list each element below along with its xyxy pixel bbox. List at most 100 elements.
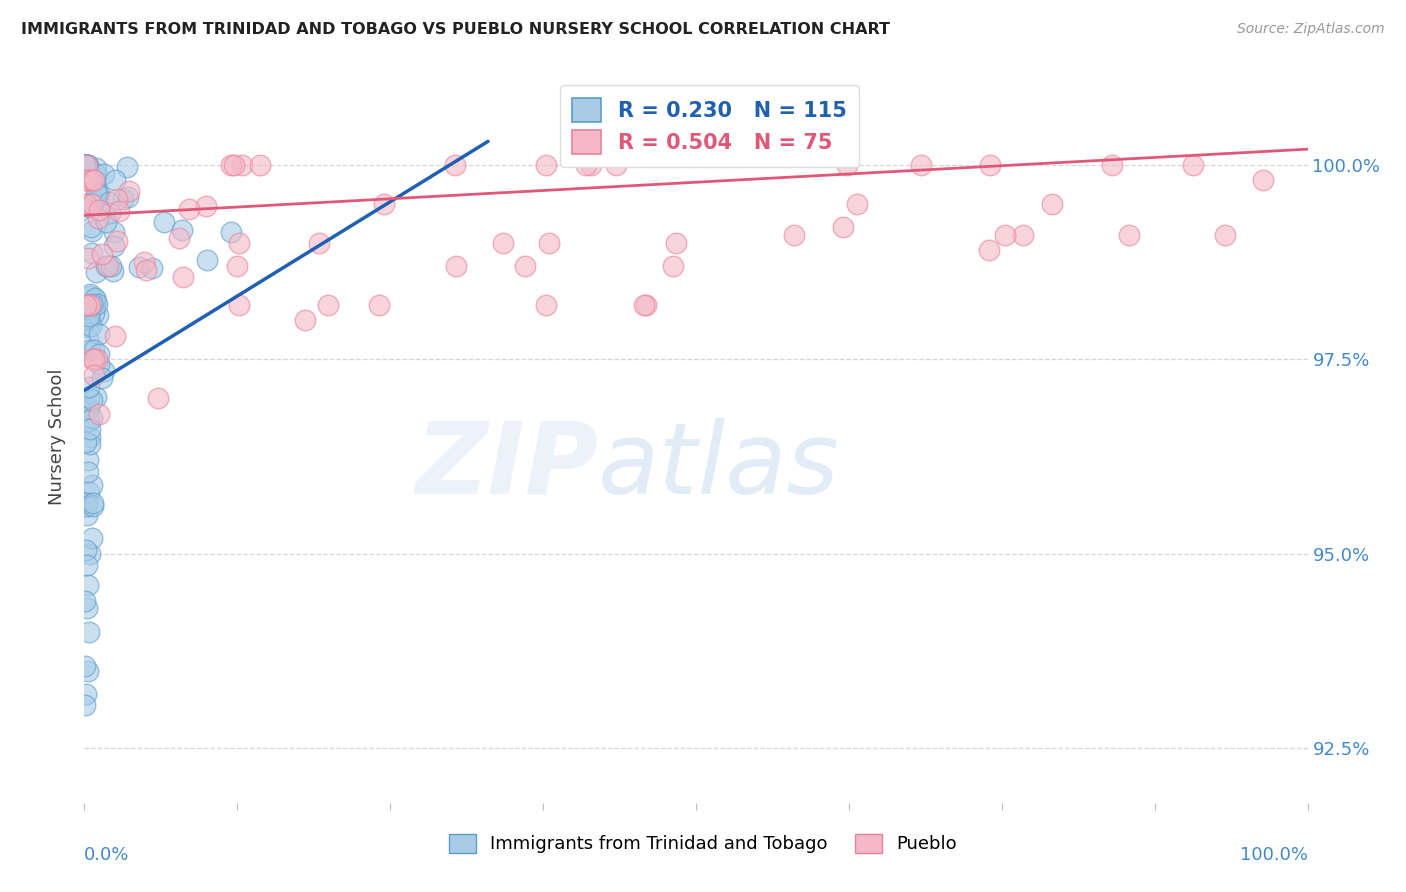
Point [76,158,98,172]
Point [91,371,114,385]
Point [831,219,853,234]
Point [75,158,97,172]
Point [221,158,243,172]
Point [82,224,104,238]
Point [75,698,97,713]
Point [87,346,110,360]
Point [80,410,103,425]
Point [79,422,101,436]
Point [117,190,139,204]
Point [87,202,110,217]
Point [84,265,107,279]
Point [80,393,103,408]
Point [87,308,110,322]
Point [83,292,105,306]
Point [83,352,105,367]
Point [77,332,100,346]
Y-axis label: Nursery School: Nursery School [48,368,66,506]
Point [1251,173,1274,187]
Point [77,484,100,499]
Point [82,297,104,311]
Point [179,202,201,216]
Point [79,173,101,187]
Point [231,158,253,172]
Point [80,219,103,234]
Point [82,196,104,211]
Point [80,531,103,545]
Point [79,437,101,451]
Point [73,158,96,172]
Point [77,173,100,187]
Point [75,158,97,172]
Point [373,196,395,211]
Point [73,158,96,172]
Point [84,161,107,176]
Point [77,298,100,312]
Point [172,222,194,236]
Point [73,158,96,172]
Point [79,309,101,323]
Point [75,158,97,172]
Point [79,287,101,301]
Point [76,496,98,510]
Point [98,206,121,220]
Point [101,263,124,277]
Point [76,158,98,172]
Point [195,199,218,213]
Point [76,499,98,513]
Point [195,253,218,268]
Point [103,225,125,239]
Point [308,235,330,250]
Point [575,158,598,172]
Point [84,174,107,188]
Point [1213,227,1236,242]
Point [115,160,138,174]
Point [77,465,100,479]
Point [665,235,688,250]
Point [75,542,97,557]
Point [79,343,101,358]
Point [75,158,97,172]
Point [77,320,100,334]
Point [97,259,120,273]
Point [83,306,105,320]
Point [128,260,150,275]
Point [83,173,105,187]
Point [83,368,105,382]
Point [76,158,98,172]
Point [104,329,127,343]
Point [491,235,513,250]
Point [80,173,103,187]
Text: 100.0%: 100.0% [1240,846,1308,863]
Point [77,401,100,415]
Point [80,304,103,318]
Point [1012,227,1035,242]
Point [89,357,111,371]
Point [93,167,115,181]
Point [77,200,100,214]
Point [316,298,339,312]
Point [75,196,97,211]
Point [86,186,108,201]
Point [76,158,98,172]
Point [153,215,176,229]
Point [79,289,101,303]
Point [228,235,250,250]
Point [446,259,468,273]
Point [249,158,271,172]
Point [75,298,97,312]
Point [75,594,97,608]
Point [1182,158,1205,172]
Point [73,158,96,172]
Point [76,251,98,265]
Legend: Immigrants from Trinidad and Tobago, Pueblo: Immigrants from Trinidad and Tobago, Pue… [441,827,965,861]
Point [835,158,858,172]
Point [75,158,97,172]
Point [80,318,103,333]
Point [105,234,128,248]
Text: Source: ZipAtlas.com: Source: ZipAtlas.com [1237,22,1385,37]
Point [82,496,104,510]
Point [83,343,105,357]
Point [76,158,98,172]
Point [73,658,96,673]
